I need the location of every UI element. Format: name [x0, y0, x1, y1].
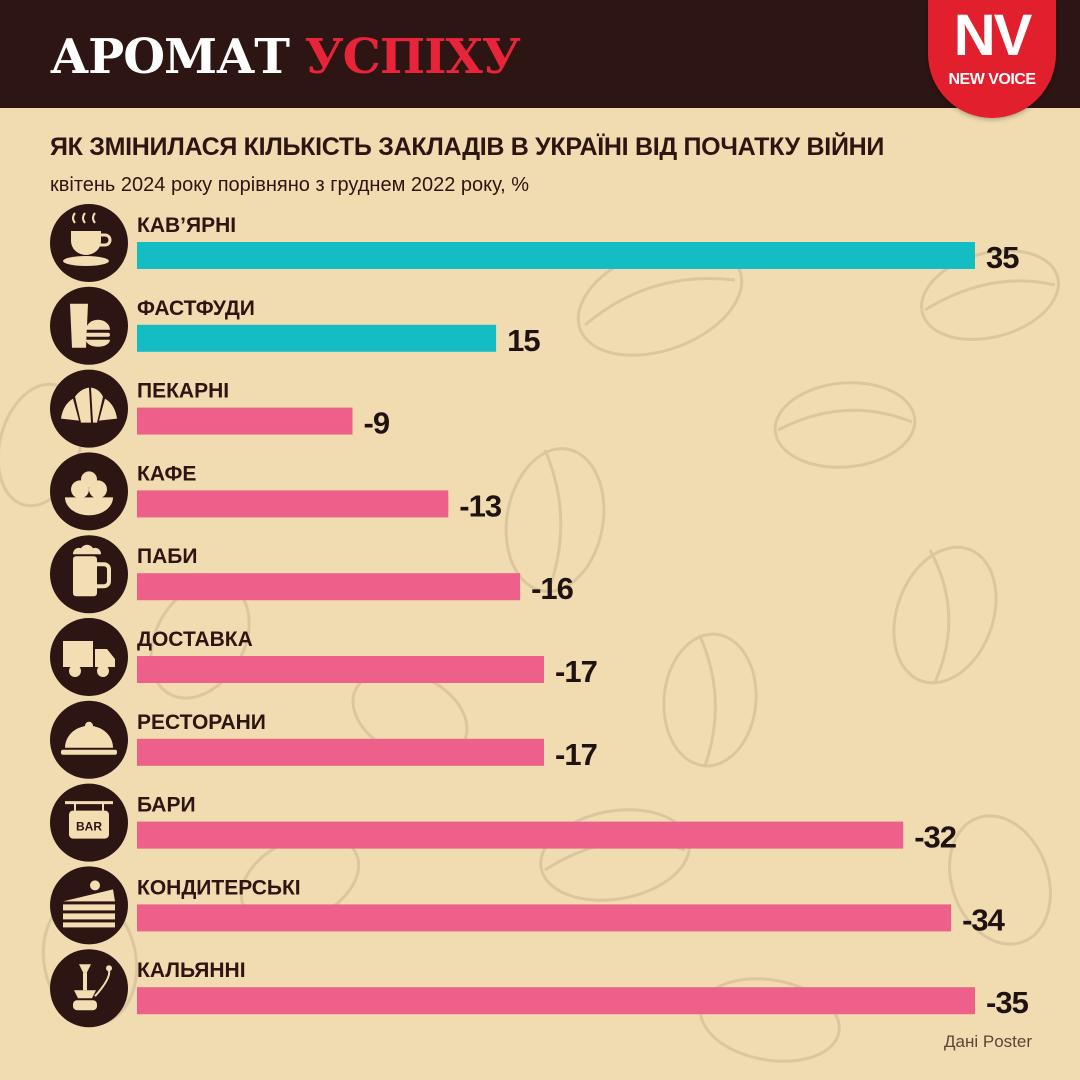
bar [137, 656, 544, 683]
bar-sign-icon: BAR [65, 801, 113, 839]
bar [137, 904, 952, 932]
brand-word-2: УСПІХУ [304, 29, 521, 85]
value-label: -17 [555, 654, 597, 689]
row-icon [50, 369, 128, 448]
row-icon [50, 949, 128, 1028]
bar [137, 407, 353, 435]
icon-circle [50, 949, 128, 1028]
bar [137, 242, 975, 269]
cloche-icon [61, 721, 117, 755]
delivery-truck-icon [63, 641, 115, 677]
value-label: -35 [986, 985, 1029, 1020]
logo-sub-text: NEW VOICE [948, 71, 1036, 88]
row-icon [50, 866, 128, 945]
value-label: -13 [459, 488, 502, 523]
ice-cream-bowl-icon [65, 471, 113, 516]
category-label: КОНДИТЕРСЬКІ [137, 876, 301, 899]
bar [137, 490, 449, 518]
category-label: ДОСТАВКА [137, 628, 253, 651]
nv-logo: NV NEW VOICE [928, 0, 1056, 118]
row-icon [50, 204, 128, 282]
value-label: -16 [531, 571, 574, 606]
category-label: ПЕКАРНІ [137, 380, 229, 403]
row-icon [50, 618, 128, 696]
row-icon [50, 700, 128, 779]
value-label: -32 [914, 820, 956, 855]
logo-main-text: NV [953, 3, 1033, 68]
category-label: КАФЕ [137, 462, 196, 485]
category-label: ФАСТФУДИ [137, 297, 255, 320]
row-icon [50, 535, 128, 614]
coffee-cup-icon [63, 212, 112, 266]
bar [137, 821, 904, 849]
row-icon [50, 452, 128, 531]
value-label: 35 [986, 240, 1019, 275]
chart-title: ЯК ЗМІНИЛАСЯ КІЛЬКІСТЬ ЗАКЛАДІВ В УКРАЇН… [50, 133, 885, 161]
category-label: КАЛЬЯННІ [137, 959, 246, 982]
category-label: РЕСТОРАНИ [137, 711, 266, 734]
icon-circle [50, 452, 128, 531]
beer-mug-icon [72, 544, 111, 597]
bar [137, 573, 521, 601]
bar [137, 324, 497, 352]
bar-sign-text: BAR [76, 820, 102, 834]
fast-food-icon [70, 303, 110, 348]
bar [137, 987, 975, 1015]
value-label: 15 [507, 323, 540, 358]
value-label: -17 [555, 737, 597, 772]
value-label: -9 [364, 406, 390, 441]
category-label: БАРИ [137, 794, 196, 817]
row-icon [50, 286, 128, 365]
hookah-icon [73, 964, 112, 1011]
cake-slice-icon [63, 880, 115, 928]
category-label: КАВ’ЯРНІ [137, 214, 236, 237]
bar [137, 738, 544, 766]
value-label: -34 [962, 902, 1006, 937]
row-icon: BAR [50, 783, 128, 862]
brand-title: АРОМАТ УСПІХУ [50, 28, 521, 86]
header-bar: АРОМАТ УСПІХУ [0, 0, 1080, 108]
chart-subtitle: квітень 2024 року порівняно з груднем 20… [50, 174, 530, 196]
croissant-icon [61, 387, 117, 423]
category-label: ПАБИ [137, 545, 197, 568]
source-note: Дані Poster [944, 1032, 1032, 1051]
brand-word-1: АРОМАТ [50, 29, 290, 85]
